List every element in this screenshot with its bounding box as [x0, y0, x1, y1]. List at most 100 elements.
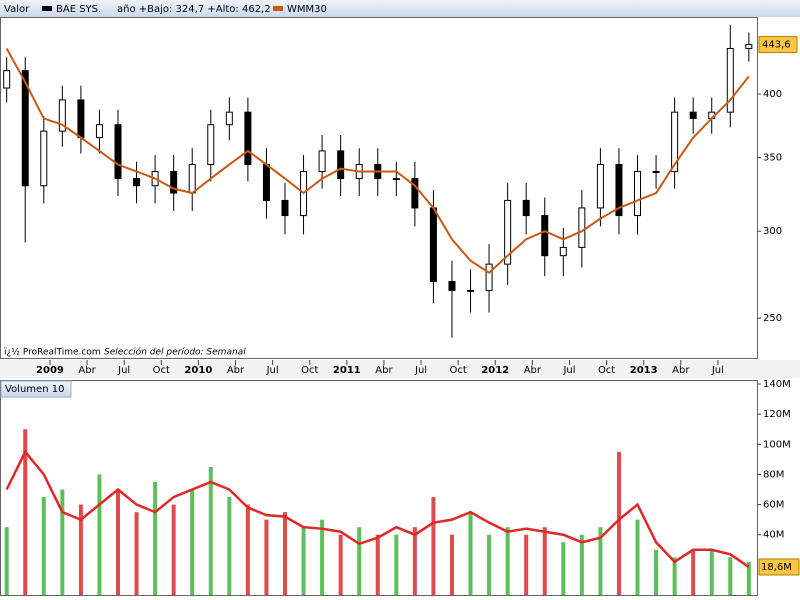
candle-body	[485, 263, 493, 291]
y-tick-label: 140M	[763, 379, 791, 390]
last-value-label: 18,6M	[761, 562, 792, 573]
volume-bar	[245, 504, 250, 595]
x-tick-label: Oct	[450, 365, 467, 376]
candle-body	[467, 289, 475, 292]
legend-label: WMM30	[287, 4, 327, 15]
volume-bar	[468, 512, 473, 595]
candle-body	[21, 70, 29, 187]
volume-bar	[78, 504, 83, 595]
y-tick-label: 250	[763, 313, 782, 324]
volume-bar	[709, 549, 714, 595]
volume-bar	[208, 466, 213, 595]
y-tick-label: 300	[763, 226, 782, 237]
x-tick-label: Jul	[266, 365, 279, 376]
volume-average-line	[5, 449, 750, 569]
candle-body	[726, 47, 734, 113]
source: ï¿½ ProRealTime.com	[3, 348, 101, 358]
moving-average-line	[5, 47, 750, 274]
volume-bar	[23, 429, 28, 595]
x-tick-label: Oct	[301, 365, 318, 376]
volume-bar	[134, 512, 139, 595]
date-strip	[0, 360, 800, 378]
x-tick-label: Oct	[598, 365, 615, 376]
volume-header	[0, 380, 72, 398]
y-tick-label: 60M	[763, 500, 784, 511]
last-value-box	[758, 36, 798, 54]
volume-bar	[153, 481, 158, 595]
x-tick-label: Jul	[711, 365, 724, 376]
volume-bar	[579, 534, 584, 595]
period-note: Selección del período: Semanal	[104, 347, 246, 358]
volume-bar	[672, 557, 677, 595]
volume-bar	[505, 527, 510, 595]
volume-bar	[60, 489, 65, 595]
volume-bar	[487, 534, 492, 595]
x-tick-label: 2013	[630, 365, 658, 376]
x-tick-label: Abr	[227, 365, 245, 376]
candle-body	[337, 150, 345, 180]
x-tick-label: Jul	[117, 365, 130, 376]
price-panel	[0, 17, 758, 359]
candle-body	[133, 178, 141, 187]
x-tick-label: 2011	[333, 365, 361, 376]
candle-body	[634, 170, 642, 217]
volume-bar	[431, 497, 436, 595]
legend-swatch	[273, 6, 283, 11]
volume-bar	[320, 519, 325, 595]
x-tick-label: Abr	[375, 365, 393, 376]
candle-body	[652, 170, 660, 173]
y-tick-label: 100M	[763, 439, 791, 450]
volume-bar	[97, 474, 102, 595]
volume-bar	[282, 512, 287, 595]
volume-bar	[4, 527, 9, 595]
candle-body	[392, 178, 400, 181]
volume-bar	[598, 527, 603, 595]
candle-body	[689, 111, 697, 119]
header-label: Valor	[4, 4, 30, 15]
candle-body	[3, 70, 11, 89]
volume-bar	[357, 527, 362, 595]
volume-bar	[190, 489, 195, 595]
candle-body	[615, 164, 623, 217]
candle-body	[58, 99, 66, 132]
volume-bar	[412, 527, 417, 595]
legend-swatch	[42, 6, 52, 11]
candle-body	[745, 44, 753, 49]
candle-body	[578, 207, 586, 248]
last-value-box	[758, 558, 800, 576]
x-tick-label: Abr	[672, 365, 690, 376]
volume-bar	[338, 534, 343, 595]
candle-body	[262, 164, 270, 201]
x-tick-label: Abr	[524, 365, 542, 376]
candle-body	[281, 199, 289, 217]
x-tick-label: Abr	[78, 365, 96, 376]
volume-bar	[116, 489, 121, 595]
candle-body	[114, 124, 122, 180]
candle-body	[448, 280, 456, 291]
volume-bar	[394, 534, 399, 595]
volume-title: Volumen 10	[5, 384, 64, 395]
candle-body	[596, 164, 604, 209]
volume-bar	[227, 497, 232, 595]
volume-bar	[691, 549, 696, 595]
volume-bar	[746, 561, 751, 595]
x-tick-label: 2010	[184, 365, 212, 376]
header-bar	[0, 0, 800, 17]
volume-bar	[171, 504, 176, 595]
volume-bar	[301, 527, 306, 595]
candle-body	[671, 111, 679, 172]
volume-bar	[654, 549, 659, 595]
volume-bar	[616, 451, 621, 595]
x-tick-label: 2009	[36, 365, 64, 376]
candle-body	[244, 111, 252, 166]
candle-body	[522, 199, 530, 217]
volume-bar	[264, 519, 269, 595]
x-tick-label: Oct	[153, 365, 170, 376]
y-tick-label: 40M	[763, 530, 784, 541]
candle-body	[77, 99, 85, 139]
volume-bar	[728, 557, 733, 595]
candle-body	[225, 111, 233, 126]
candle-body	[40, 130, 48, 187]
candle-body	[504, 199, 512, 265]
